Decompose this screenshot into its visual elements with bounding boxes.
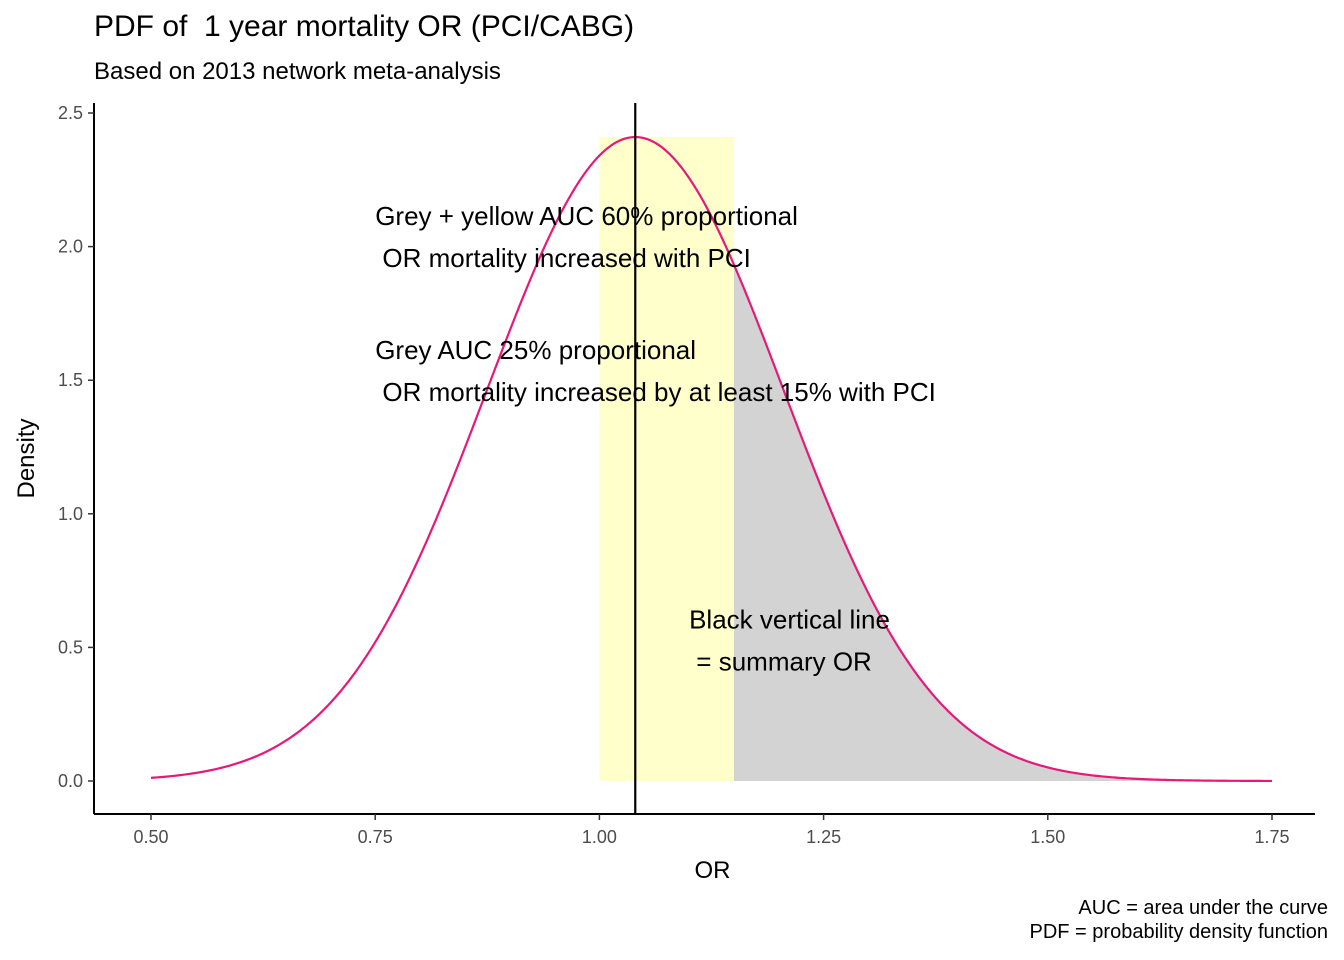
- x-tick-label: 1.75: [1254, 827, 1289, 847]
- annotation-line: Grey AUC 25% proportional: [375, 335, 696, 365]
- chart-title: PDF of 1 year mortality OR (PCI/CABG): [94, 10, 635, 43]
- yellow-auc-region: [599, 137, 734, 782]
- x-tick-label: 1.50: [1030, 827, 1065, 847]
- y-tick-label: 0.5: [58, 637, 83, 657]
- x-tick-label: 1.25: [806, 827, 841, 847]
- annotation-line: OR mortality increased with PCI: [375, 243, 751, 273]
- annotation-line: OR mortality increased by at least 15% w…: [375, 377, 936, 407]
- chart-subtitle: Based on 2013 network meta-analysis: [94, 58, 501, 85]
- x-tick-label: 0.75: [358, 827, 393, 847]
- y-tick-label: 2.5: [58, 103, 83, 123]
- annotation-line: Grey + yellow AUC 60% proportional: [375, 201, 798, 231]
- grey-auc-region: [733, 264, 1272, 781]
- y-tick-label: 2.0: [58, 237, 83, 257]
- y-tick-label: 1.0: [58, 504, 83, 524]
- y-tick-label: 0.0: [58, 771, 83, 791]
- y-axis-title: Density: [13, 418, 40, 498]
- x-tick-label: 0.50: [133, 827, 168, 847]
- density-curve: [150, 135, 1272, 783]
- annotation-line: Black vertical line: [689, 605, 890, 635]
- caption-auc: AUC = area under the curve: [1078, 897, 1328, 919]
- y-tick-label: 1.5: [58, 370, 83, 390]
- annotation-2: Grey AUC 25% proportional OR mortality i…: [375, 335, 936, 407]
- x-tick-label: 1.00: [582, 827, 617, 847]
- x-axis-title: OR: [695, 857, 731, 884]
- annotation-1: Grey + yellow AUC 60% proportional OR mo…: [375, 201, 798, 273]
- annotation-line: = summary OR: [689, 647, 872, 677]
- caption-pdf: PDF = probability density function: [1029, 921, 1329, 943]
- annotation-3: Black vertical line = summary OR: [689, 605, 890, 677]
